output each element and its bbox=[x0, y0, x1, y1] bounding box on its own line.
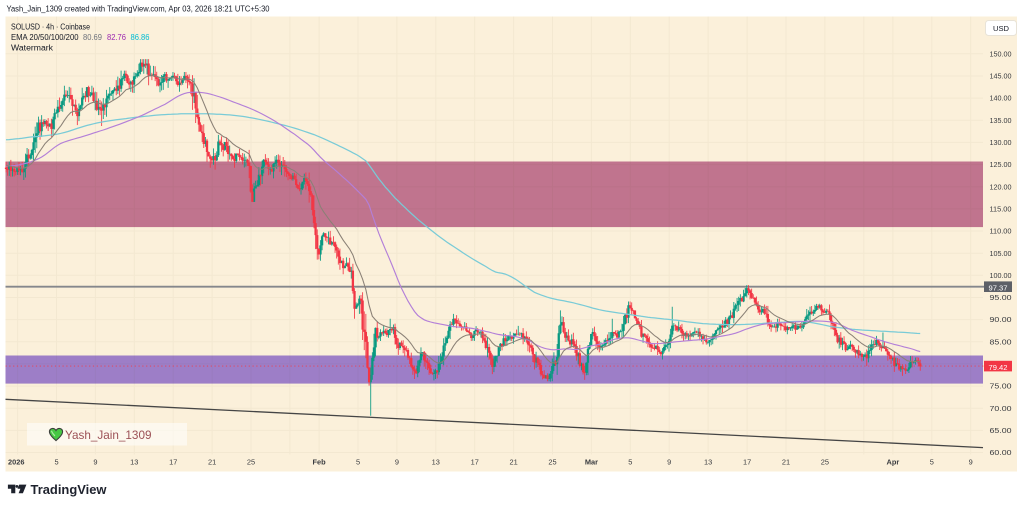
svg-text:85.00: 85.00 bbox=[990, 337, 1012, 346]
svg-text:135.00: 135.00 bbox=[990, 116, 1012, 125]
svg-text:25: 25 bbox=[548, 458, 556, 467]
svg-text:75.00: 75.00 bbox=[990, 382, 1012, 391]
svg-text:13: 13 bbox=[432, 458, 440, 467]
svg-text:Yash_Jain_1309: Yash_Jain_1309 bbox=[65, 428, 152, 442]
svg-text:65.00: 65.00 bbox=[990, 426, 1012, 435]
svg-text:17: 17 bbox=[471, 458, 479, 467]
svg-text:9: 9 bbox=[93, 458, 97, 467]
svg-text:5: 5 bbox=[54, 458, 58, 467]
svg-text:21: 21 bbox=[509, 458, 517, 467]
svg-text:21: 21 bbox=[782, 458, 790, 467]
svg-text:17: 17 bbox=[743, 458, 751, 467]
svg-text:97.37: 97.37 bbox=[989, 284, 1008, 293]
svg-text:2026: 2026 bbox=[8, 458, 24, 467]
svg-text:86.86: 86.86 bbox=[131, 33, 150, 42]
svg-text:21: 21 bbox=[208, 458, 216, 467]
svg-text:5: 5 bbox=[930, 458, 934, 467]
svg-text:125.00: 125.00 bbox=[990, 160, 1012, 169]
svg-text:95.00: 95.00 bbox=[990, 293, 1012, 302]
svg-text:150.00: 150.00 bbox=[990, 49, 1012, 58]
svg-text:105.00: 105.00 bbox=[990, 249, 1012, 258]
svg-text:120.00: 120.00 bbox=[990, 182, 1012, 191]
svg-text:TradingView: TradingView bbox=[31, 483, 107, 497]
svg-text:80.69: 80.69 bbox=[83, 33, 102, 42]
svg-text:USD: USD bbox=[993, 24, 1010, 33]
svg-text:82.76: 82.76 bbox=[107, 33, 126, 42]
svg-text:145.00: 145.00 bbox=[990, 72, 1012, 81]
svg-text:Yash_Jain_1309 created with Tr: Yash_Jain_1309 created with TradingView.… bbox=[7, 5, 271, 14]
svg-text:5: 5 bbox=[628, 458, 632, 467]
svg-text:130.00: 130.00 bbox=[990, 138, 1012, 147]
svg-text:17: 17 bbox=[169, 458, 177, 467]
svg-text:9: 9 bbox=[395, 458, 399, 467]
svg-text:110.00: 110.00 bbox=[990, 227, 1012, 236]
svg-text:25: 25 bbox=[821, 458, 829, 467]
svg-text:Watermark: Watermark bbox=[11, 44, 53, 53]
svg-text:13: 13 bbox=[130, 458, 138, 467]
svg-text:25: 25 bbox=[247, 458, 255, 467]
svg-text:Feb: Feb bbox=[313, 458, 327, 467]
svg-text:100.00: 100.00 bbox=[990, 271, 1012, 280]
svg-text:60.00: 60.00 bbox=[990, 448, 1012, 457]
svg-text:EMA 20/50/100/200: EMA 20/50/100/200 bbox=[11, 33, 79, 42]
svg-text:13: 13 bbox=[704, 458, 712, 467]
svg-text:9: 9 bbox=[667, 458, 671, 467]
svg-text:Mar: Mar bbox=[585, 458, 598, 467]
svg-text:70.00: 70.00 bbox=[990, 404, 1012, 413]
svg-text:5: 5 bbox=[356, 458, 360, 467]
svg-text:Apr: Apr bbox=[887, 458, 900, 467]
svg-text:115.00: 115.00 bbox=[990, 205, 1012, 214]
svg-text:9: 9 bbox=[969, 458, 973, 467]
svg-text:90.00: 90.00 bbox=[990, 315, 1012, 324]
svg-text:79.42: 79.42 bbox=[989, 363, 1008, 372]
svg-text:140.00: 140.00 bbox=[990, 94, 1012, 103]
svg-text:SOLUSD · 4h · Coinbase: SOLUSD · 4h · Coinbase bbox=[11, 23, 90, 32]
